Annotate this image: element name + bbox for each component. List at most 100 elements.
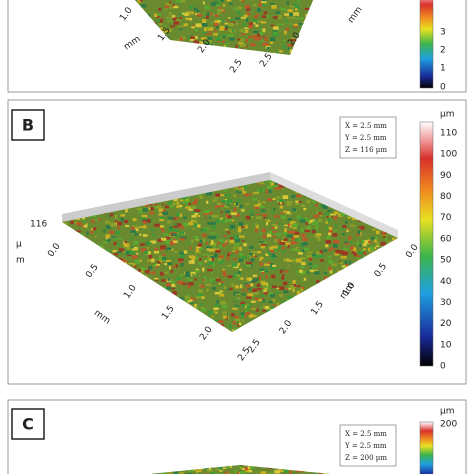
texture-speck (298, 245, 301, 248)
texture-speck (223, 273, 227, 277)
texture-speck (388, 257, 391, 260)
texture-speck (358, 335, 362, 338)
texture-speck (187, 241, 190, 244)
texture-speck (127, 331, 130, 332)
texture-speck (77, 193, 81, 196)
texture-speck (363, 248, 366, 251)
texture-speck (265, 34, 272, 37)
texture-speck (83, 180, 89, 181)
texture-speck (184, 274, 191, 278)
texture-speck (181, 315, 185, 320)
texture-speck (76, 272, 79, 275)
texture-speck (139, 307, 145, 310)
texture-speck (332, 309, 338, 312)
texture-speck (215, 175, 220, 177)
texture-speck (179, 333, 181, 337)
texture-speck (347, 228, 350, 231)
texture-speck (62, 197, 66, 200)
texture-speck (320, 321, 324, 324)
texture-speck (237, 262, 240, 266)
texture-speck (304, 7, 310, 10)
texture-speck (137, 207, 142, 210)
texture-speck (280, 466, 287, 470)
texture-speck (308, 205, 312, 207)
texture-speck (166, 180, 173, 183)
texture-speck (139, 0, 143, 2)
texture-speck (80, 235, 85, 240)
texture-speck (316, 279, 320, 284)
texture-speck (231, 263, 237, 267)
texture-speck (70, 292, 74, 295)
texture-speck (148, 254, 153, 259)
texture-speck (306, 327, 310, 332)
texture-speck (391, 237, 398, 241)
texture-speck (132, 232, 136, 236)
texture-speck (217, 320, 224, 323)
texture-speck (276, 318, 280, 321)
texture-speck (253, 54, 257, 55)
texture-speck (237, 38, 241, 41)
texture-speck (302, 41, 306, 45)
texture-speck (312, 327, 316, 332)
texture-speck (367, 174, 372, 176)
texture-speck (187, 239, 192, 242)
texture-speck (336, 330, 343, 332)
texture-speck (296, 465, 301, 470)
texture-speck (158, 174, 163, 177)
texture-speck (262, 234, 266, 239)
texture-speck (324, 285, 329, 287)
texture-speck (227, 19, 230, 22)
texture-speck (258, 23, 264, 27)
texture-speck (369, 282, 374, 287)
texture-speck (363, 319, 367, 323)
texture-speck (371, 208, 377, 212)
texture-speck (180, 303, 184, 308)
texture-speck (105, 33, 111, 37)
texture-speck (143, 221, 147, 225)
texture-speck (179, 297, 184, 301)
texture-speck (123, 302, 129, 305)
texture-speck (128, 326, 135, 330)
texture-speck (303, 175, 306, 177)
colorbar-tick: 80 (440, 192, 452, 202)
texture-speck (116, 245, 121, 248)
texture-speck (356, 307, 359, 310)
texture-speck (70, 279, 75, 282)
texture-speck (88, 243, 94, 246)
texture-speck (179, 213, 182, 217)
texture-speck (94, 255, 101, 259)
texture-speck (320, 44, 327, 49)
texture-speck (228, 252, 233, 255)
texture-speck (154, 468, 159, 472)
texture-speck (312, 199, 315, 204)
texture-speck (225, 241, 228, 245)
texture-speck (214, 319, 221, 324)
texture-speck (296, 246, 299, 249)
texture-speck (190, 289, 194, 293)
texture-speck (243, 467, 249, 471)
texture-speck (366, 293, 372, 298)
texture-speck (244, 193, 250, 197)
texture-speck (119, 332, 124, 336)
texture-speck (242, 468, 245, 471)
texture-speck (311, 24, 316, 29)
texture-speck (208, 465, 212, 468)
texture-speck (125, 275, 129, 279)
texture-speck (366, 306, 371, 309)
texture-speck (292, 300, 295, 303)
texture-speck (89, 200, 96, 202)
texture-speck (175, 264, 178, 268)
texture-speck (337, 197, 343, 200)
texture-speck (361, 182, 367, 184)
texture-speck (245, 172, 248, 176)
texture-speck (99, 260, 105, 264)
texture-speck (222, 270, 226, 274)
texture-speck (110, 175, 114, 179)
texture-speck (208, 175, 210, 179)
texture-speck (76, 238, 80, 241)
texture-speck (300, 233, 306, 237)
texture-speck (102, 307, 109, 309)
texture-speck (193, 35, 198, 40)
texture-speck (186, 53, 193, 55)
texture-speck (325, 239, 331, 244)
